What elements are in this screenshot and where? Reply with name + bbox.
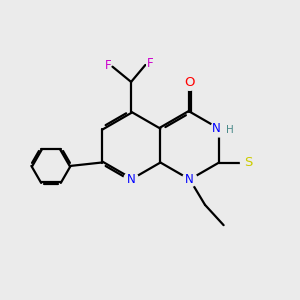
Text: N: N — [185, 173, 194, 186]
Circle shape — [211, 120, 227, 137]
Circle shape — [241, 155, 255, 170]
Text: N: N — [127, 173, 136, 186]
Text: S: S — [244, 156, 252, 169]
Text: F: F — [146, 57, 153, 70]
Text: H: H — [226, 125, 233, 135]
Circle shape — [182, 76, 197, 90]
Text: F: F — [105, 59, 111, 72]
Text: O: O — [184, 76, 195, 89]
Text: N: N — [212, 122, 221, 135]
Circle shape — [182, 172, 197, 187]
Circle shape — [124, 172, 139, 187]
